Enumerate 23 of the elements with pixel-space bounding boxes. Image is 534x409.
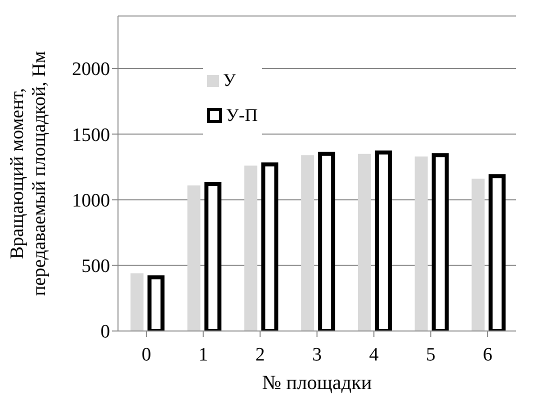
x-axis-title: № площадки (262, 372, 372, 394)
bar (414, 156, 428, 331)
x-tick-label: 5 (426, 344, 436, 366)
x-tick-label: 1 (198, 344, 208, 366)
bar (472, 178, 485, 331)
bar (244, 166, 258, 331)
x-tick-label: 3 (312, 344, 322, 366)
y-tick-label: 0 (100, 322, 110, 343)
y-tick-label: 2000 (72, 59, 110, 80)
bar (187, 185, 200, 331)
bar (358, 154, 371, 331)
x-tick-label: 4 (369, 344, 380, 366)
y-tick-label: 500 (82, 256, 110, 278)
x-tick-label: 0 (142, 344, 152, 366)
bar (301, 155, 314, 331)
legend-label: У-П (226, 105, 258, 126)
y-tick-label: 1000 (72, 190, 110, 212)
bar (130, 273, 144, 331)
x-tick-label: 6 (482, 344, 492, 366)
y-axis-title: Вращающий момент, передаваемый площадкой, Нм (7, 51, 50, 296)
x-tick-label: 2 (255, 344, 265, 366)
y-tick-label: 1500 (72, 124, 110, 146)
legend-label: У (223, 70, 236, 91)
